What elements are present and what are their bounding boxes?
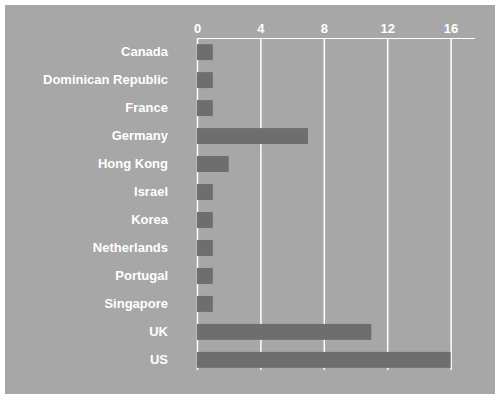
bar [197,72,213,88]
bar [197,100,213,116]
y-tick: US [150,352,168,367]
y-tick-label: Canada [121,44,169,59]
bar [197,128,308,144]
x-tick-label: 4 [257,21,265,36]
y-tick-label: Netherlands [93,240,168,255]
x-axis-line [198,38,475,39]
y-tick-label: Hong Kong [98,156,168,171]
bars [197,44,451,368]
bar [197,296,213,312]
y-tick: Portugal [115,268,168,283]
y-tick: France [125,100,168,115]
x-tick-label: 12 [380,21,394,36]
bar [197,268,213,284]
y-tick-label: France [125,100,168,115]
y-tick: Korea [131,212,169,227]
bar [197,156,229,172]
chart: 0 4 8 12 16 Canada Dominican Republic France Ger… [0,0,500,399]
bar [197,184,213,200]
bar [197,44,213,60]
x-tick: 16 [444,21,458,370]
y-tick: Netherlands [93,240,168,255]
grid-line [260,38,262,370]
y-tick-label: Korea [131,212,169,227]
bar [197,212,213,228]
x-tick-label: 16 [444,21,458,36]
y-tick-label: Dominican Republic [43,72,168,87]
y-tick: Canada [121,44,169,59]
y-tick-label: Singapore [104,296,168,311]
y-tick: UK [149,324,168,339]
grid-line [387,38,389,370]
bar [197,352,451,368]
y-tick-label: Israel [134,184,168,199]
y-tick: Germany [112,128,169,143]
x-axis: 0 4 8 12 16 [194,21,475,370]
x-tick-label: 0 [194,21,201,36]
y-tick: Hong Kong [98,156,168,171]
y-tick-label: Portugal [115,268,168,283]
background [5,5,495,394]
bar [197,324,371,340]
y-tick: Singapore [104,296,168,311]
bar [197,240,213,256]
grid-line [324,38,326,370]
y-tick: Dominican Republic [43,72,168,87]
x-tick-label: 8 [321,21,328,36]
y-tick-label: US [150,352,168,367]
grid-line [450,38,452,370]
x-tick: 8 [321,21,328,370]
y-tick-label: Germany [112,128,169,143]
y-tick-label: UK [149,324,168,339]
x-tick: 4 [257,21,265,370]
x-tick: 12 [380,21,394,370]
y-axis: Canada Dominican Republic France Germany Hon… [43,44,169,367]
y-tick: Israel [134,184,168,199]
